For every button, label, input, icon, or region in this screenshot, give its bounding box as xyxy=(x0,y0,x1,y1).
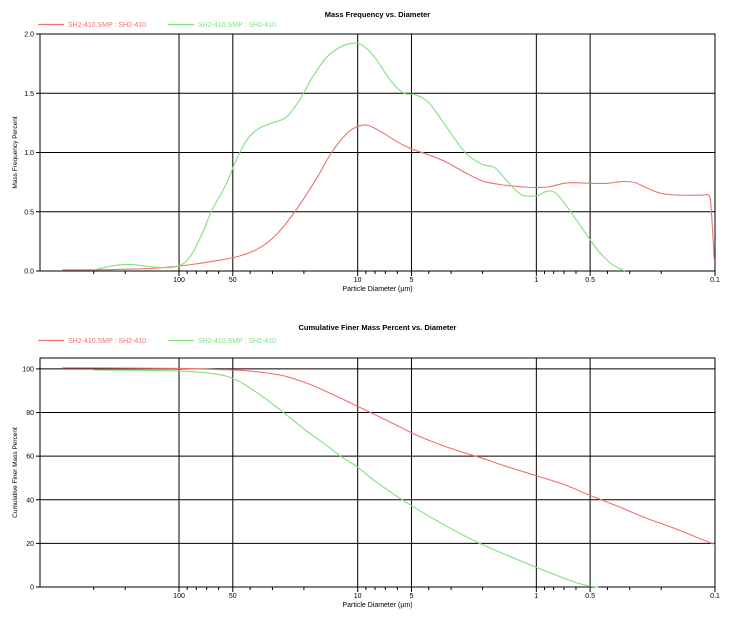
mass-frequency-chart: 0.0 0.5 1.0 1.5 2.0 100 50 10 5 1 0.5 0.1 Mass Frequ… xyxy=(12,10,720,293)
x-tick-label: 100 xyxy=(173,277,185,284)
plot-area xyxy=(39,357,716,588)
y-tick-label: 0 xyxy=(30,585,34,592)
x-tick-label: 100 xyxy=(173,593,185,600)
x-tick-label: 10 xyxy=(354,593,362,600)
legend-label-2: SH2-410.SMP : SH2-410 xyxy=(198,338,276,345)
x-tick-label: 0.1 xyxy=(710,593,720,600)
x-tick-label: 1 xyxy=(534,593,538,600)
x-tick-label: 10 xyxy=(354,277,362,284)
y-tick-label: 1.0 xyxy=(24,150,34,157)
y-axis-label: Mass Frequency Percent xyxy=(12,116,19,188)
chart-title: Cumulative Finer Mass Percent vs. Diamet… xyxy=(299,323,457,332)
x-tick-label: 0.5 xyxy=(585,593,595,600)
x-tick-label: 50 xyxy=(229,593,237,600)
x-tick-label: 1 xyxy=(534,277,538,284)
y-tick-label: 60 xyxy=(26,454,34,461)
y-tick-label: 20 xyxy=(26,541,34,548)
y-tick-label: 0.5 xyxy=(24,209,34,216)
series-line-1 xyxy=(62,367,716,545)
series-line-1 xyxy=(62,124,715,271)
y-axis-label: Cumulative Finer Mass Percent xyxy=(12,427,19,518)
x-axis-label: Particle Diameter (µm) xyxy=(342,286,412,293)
x-axis-label: Particle Diameter (µm) xyxy=(342,602,412,609)
x-tick-label: 50 xyxy=(229,277,237,284)
x-tick-label: 0.5 xyxy=(585,277,595,284)
series-line-2 xyxy=(93,42,626,272)
chart-title: Mass Frequency vs. Diameter xyxy=(325,10,431,19)
series-line-2 xyxy=(93,369,599,588)
y-tick-label: 100 xyxy=(22,366,34,373)
y-tick-label: 1.5 xyxy=(24,91,34,98)
y-tick-label: 80 xyxy=(26,410,34,417)
y-tick-label: 40 xyxy=(26,497,34,504)
x-tick-label: 5 xyxy=(410,277,414,284)
y-tick-label: 2.0 xyxy=(24,32,34,39)
cumulative-finer-chart: 0 20 40 60 80 100 100 50 10 5 1 0.5 0.1 Cumulative Fi… xyxy=(12,323,720,609)
x-tick-label: 0.1 xyxy=(710,277,720,284)
legend-label-2: SH2-410.SMP : SH2-410 xyxy=(198,22,276,29)
legend-label-1: SH2-410.SMP : SH2-410 xyxy=(68,22,146,29)
y-tick-label: 0.0 xyxy=(24,269,34,276)
legend-label-1: SH2-410.SMP : SH2-410 xyxy=(68,338,146,345)
x-tick-label: 5 xyxy=(410,593,414,600)
